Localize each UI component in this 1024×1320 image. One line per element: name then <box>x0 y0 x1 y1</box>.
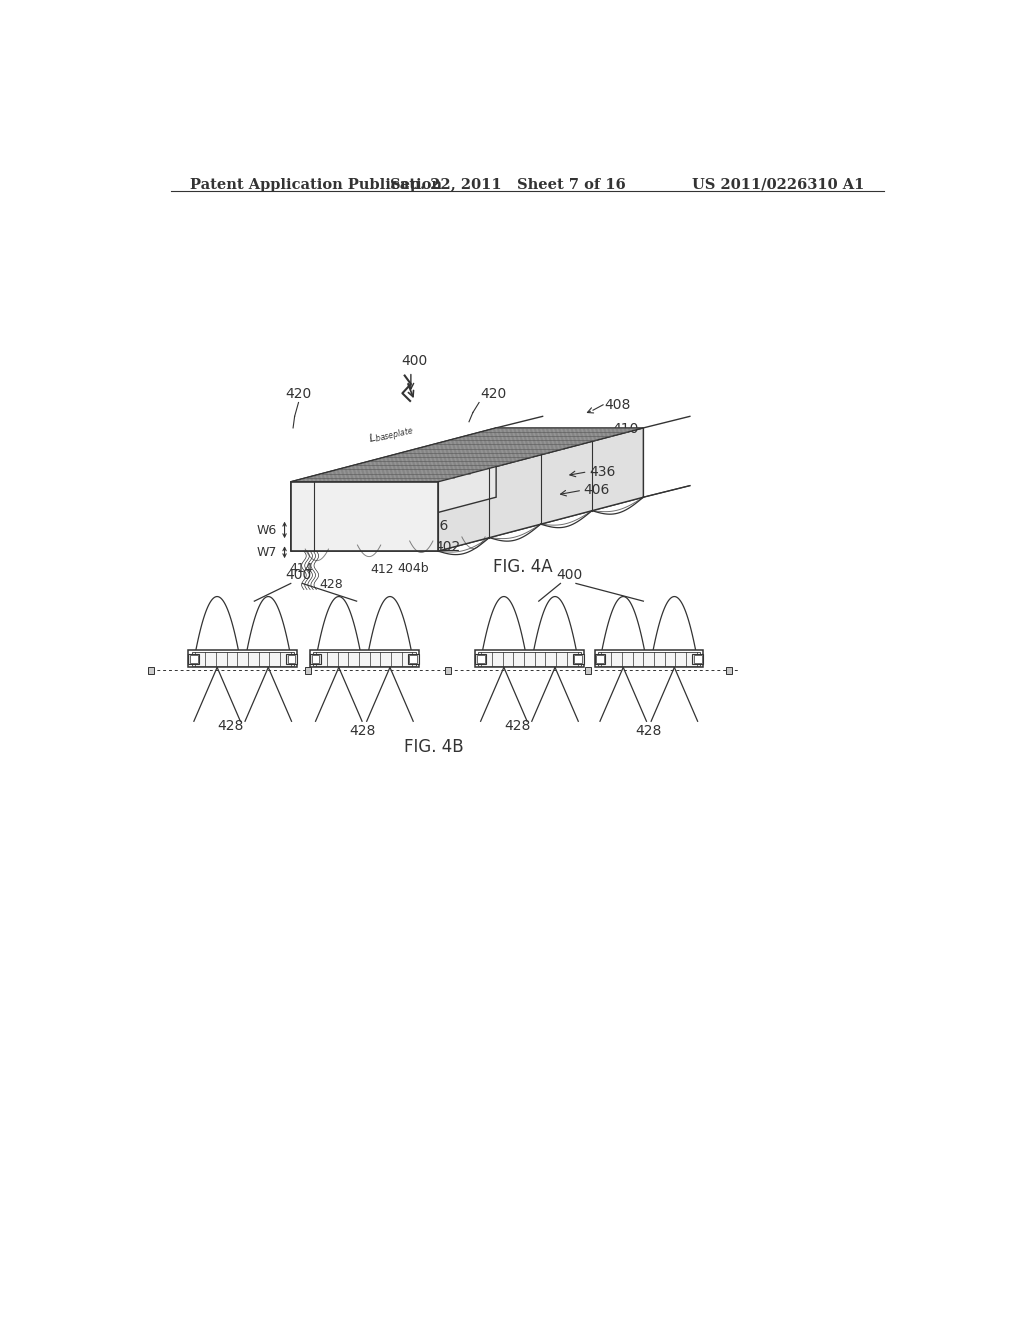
Text: FIG. 4B: FIG. 4B <box>404 738 464 756</box>
Bar <box>313 652 416 665</box>
Polygon shape <box>291 498 643 552</box>
Text: $L_{baseplate}$: $L_{baseplate}$ <box>368 422 416 449</box>
Polygon shape <box>438 428 643 552</box>
Bar <box>288 655 295 663</box>
Bar <box>148 668 155 673</box>
Text: 408: 408 <box>604 397 631 412</box>
Text: 406: 406 <box>584 483 610 498</box>
Text: 400: 400 <box>401 354 428 368</box>
Text: 404a: 404a <box>311 498 322 525</box>
Bar <box>410 655 417 663</box>
Text: 410: 410 <box>612 422 639 437</box>
Bar <box>595 651 703 668</box>
Bar <box>408 653 419 664</box>
Text: 428: 428 <box>319 578 343 591</box>
Text: 428: 428 <box>504 719 530 733</box>
Bar <box>595 653 605 664</box>
Polygon shape <box>291 482 438 552</box>
Bar <box>574 655 583 663</box>
Text: US 2011/0226310 A1: US 2011/0226310 A1 <box>692 178 864 191</box>
Bar <box>475 651 584 668</box>
Bar <box>692 653 703 664</box>
Bar <box>188 653 200 664</box>
Bar <box>693 655 701 663</box>
Text: 400: 400 <box>557 568 583 582</box>
Bar <box>190 655 198 663</box>
Bar <box>310 653 321 664</box>
Text: 420: 420 <box>286 387 311 401</box>
Bar <box>191 652 294 665</box>
Bar <box>572 653 584 664</box>
Bar <box>586 668 592 673</box>
Text: 428: 428 <box>217 719 244 733</box>
Text: Sep. 22, 2011   Sheet 7 of 16: Sep. 22, 2011 Sheet 7 of 16 <box>390 178 626 191</box>
Bar <box>598 652 700 665</box>
Text: 420: 420 <box>480 387 507 401</box>
Text: 436: 436 <box>589 465 615 479</box>
Bar <box>310 651 419 668</box>
Text: FIG. 4A: FIG. 4A <box>494 557 553 576</box>
Bar <box>311 655 319 663</box>
Text: 406: 406 <box>423 519 449 533</box>
Bar <box>286 653 297 664</box>
Polygon shape <box>291 428 496 552</box>
Text: 402: 402 <box>434 540 461 554</box>
Bar <box>477 655 484 663</box>
Text: 428: 428 <box>349 725 375 738</box>
Bar <box>188 651 297 668</box>
Text: 412: 412 <box>371 562 394 576</box>
Bar <box>726 668 732 673</box>
Text: 404b: 404b <box>397 562 429 576</box>
Text: 428: 428 <box>636 725 662 738</box>
Bar <box>596 655 604 663</box>
Bar <box>305 668 311 673</box>
Bar <box>475 653 486 664</box>
Polygon shape <box>291 428 643 482</box>
Bar <box>445 668 452 673</box>
Text: 414: 414 <box>290 562 313 576</box>
Text: 400: 400 <box>286 568 311 582</box>
Text: W6: W6 <box>257 524 276 537</box>
Text: Patent Application Publication: Patent Application Publication <box>190 178 442 191</box>
Bar <box>478 652 581 665</box>
Text: W7: W7 <box>256 546 276 560</box>
